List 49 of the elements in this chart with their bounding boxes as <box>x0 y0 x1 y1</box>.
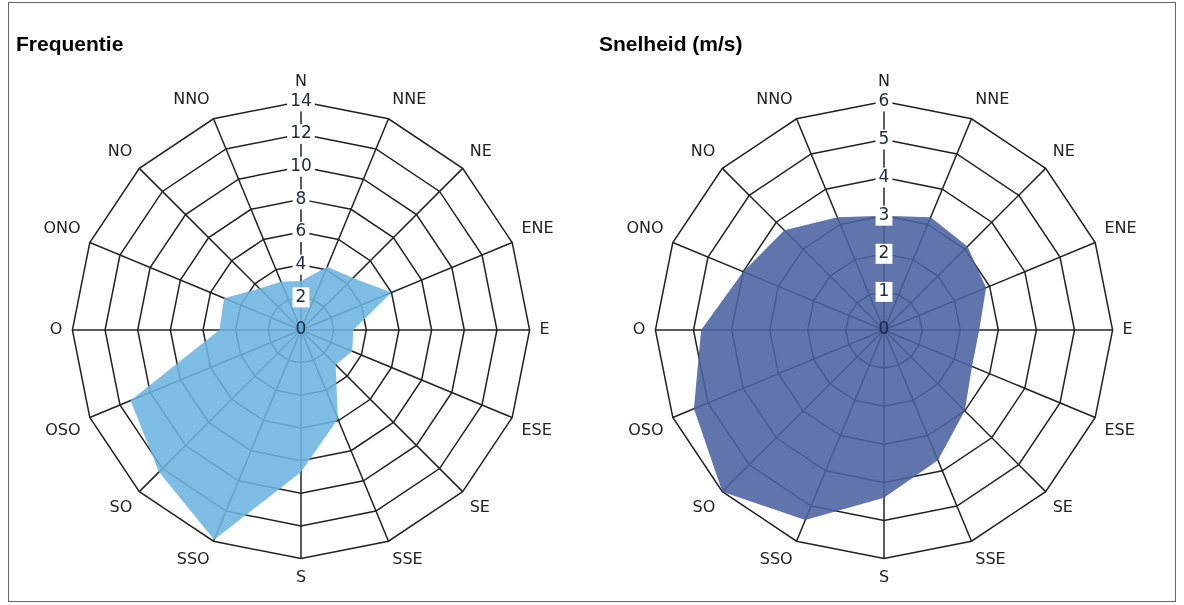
spoke-label: SSO <box>759 549 793 569</box>
y-tick-label: 4 <box>295 253 306 274</box>
spoke-label: OSO <box>44 420 81 440</box>
y-tick-label: 6 <box>295 220 306 241</box>
y-tick-label: 0 <box>295 318 306 339</box>
y-tick-label: 12 <box>289 122 312 143</box>
y-tick-label: 1 <box>878 280 889 301</box>
spoke-label: SSE <box>974 549 1006 569</box>
spoke-label: N <box>294 70 307 90</box>
spoke-label: SO <box>692 497 715 517</box>
y-tick-label: 10 <box>289 155 312 176</box>
y-tick-label: 2 <box>878 242 889 263</box>
spoke-label: SSE <box>391 549 423 569</box>
spoke-label: NNE <box>391 89 426 109</box>
y-tick-label: 4 <box>878 166 889 187</box>
y-tick-label: 6 <box>878 89 889 110</box>
spoke-label: SO <box>109 497 132 517</box>
spoke-label: NNO <box>755 89 793 109</box>
y-tick-label: 3 <box>878 204 889 225</box>
spoke-label: S <box>878 567 889 587</box>
spoke-label: E <box>539 319 550 339</box>
spoke-label: O <box>49 319 62 339</box>
spoke-label: NO <box>107 140 132 160</box>
chart-title: Frequentie <box>15 32 123 56</box>
y-tick-label: 5 <box>878 127 889 148</box>
spoke-label: N <box>877 70 890 90</box>
y-tick-label: 14 <box>289 89 312 110</box>
y-tick-label: 8 <box>295 187 306 208</box>
spoke-label: NO <box>690 140 715 160</box>
spoke-label: ENE <box>1103 218 1137 238</box>
spoke-label: NE <box>469 140 492 160</box>
spoke-label: SE <box>469 497 490 517</box>
spoke-label: ESE <box>520 420 552 440</box>
spoke-label: S <box>295 567 306 587</box>
spoke-label: NNE <box>974 89 1009 109</box>
spoke-label: ONO <box>42 218 81 238</box>
spoke-label: NNO <box>172 89 210 109</box>
spoke-label: ONO <box>625 218 664 238</box>
spoke-label: SE <box>1052 497 1073 517</box>
spoke-label: E <box>1122 319 1133 339</box>
spoke-label: ENE <box>520 218 554 238</box>
spoke-label: NE <box>1052 140 1075 160</box>
y-tick-label: 0 <box>878 318 889 339</box>
spoke-label: O <box>632 319 645 339</box>
y-tick-label: 2 <box>295 285 306 306</box>
spoke-label: ESE <box>1103 420 1135 440</box>
spoke-label: OSO <box>627 420 664 440</box>
chart-title: Snelheid (m/s) <box>598 32 743 56</box>
spoke-label: SSO <box>176 549 210 569</box>
